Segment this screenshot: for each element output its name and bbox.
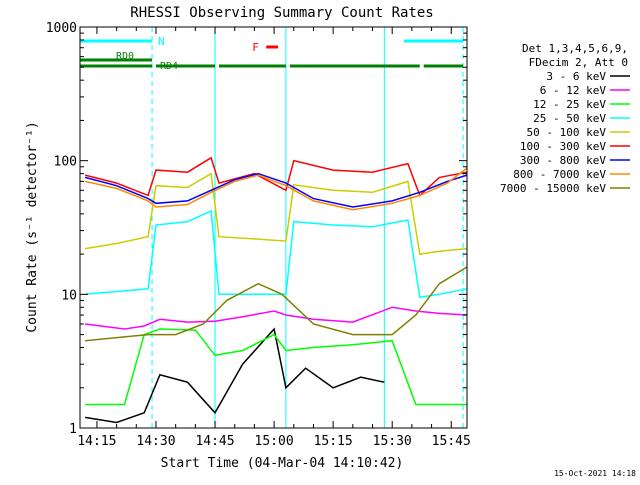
- y-tick-label: 100: [54, 155, 77, 170]
- y-tick-label: 10: [61, 288, 77, 303]
- y-tick-label: 1: [69, 422, 77, 437]
- chart-title: RHESSI Observing Summary Count Rates: [130, 5, 433, 21]
- footer-date: 15-Oct-2021 14:18: [554, 469, 636, 478]
- legend-entry-label: 6 - 12 keV: [540, 84, 607, 97]
- series-line: [85, 266, 468, 342]
- legend-entry-label: 25 - 50 keV: [533, 112, 606, 125]
- legend-entry-label: 12 - 25 keV: [533, 98, 606, 111]
- series-line: [84, 172, 468, 208]
- legend-entry-label: 50 - 100 keV: [527, 126, 607, 139]
- series-line: [84, 172, 468, 255]
- plot-frame: [79, 26, 468, 429]
- legend-entry-label: 300 - 800 keV: [520, 154, 606, 167]
- x-tick-label: 15:15: [314, 434, 353, 449]
- flare-flag-label: F: [252, 41, 259, 54]
- x-tick-label: 14:30: [136, 434, 175, 449]
- legend-header-line: FDecim 2, Att 0: [529, 56, 628, 69]
- x-tick-label: 15:45: [432, 434, 471, 449]
- y-axis-label: Count Rate (s⁻¹ detector⁻¹): [25, 121, 40, 332]
- rd0-flag-label: RD0: [116, 51, 134, 62]
- x-axis-label: Start Time (04-Mar-04 14:10:42): [161, 456, 404, 471]
- x-tick-label: 14:45: [195, 434, 234, 449]
- series-line: [84, 167, 468, 211]
- rd4-flag-label: RD4: [160, 61, 178, 72]
- series-layer: [84, 156, 468, 424]
- legend-entry-label: 800 - 7000 keV: [513, 168, 606, 181]
- flags-layer: N RD0 RD4 F: [80, 27, 464, 428]
- night-flag-label: N: [158, 35, 165, 48]
- legend-header-line: Det 1,3,4,5,6,9,: [522, 42, 628, 55]
- series-line: [85, 209, 468, 299]
- x-tick-label: 14:15: [77, 434, 116, 449]
- legend-entry-label: 7000 - 15000 keV: [500, 182, 606, 195]
- series-line: [85, 306, 468, 330]
- axes-layer: 14:15 14:30 14:45 15:00 15:15 15:30 15:45 1 10 10…: [46, 21, 471, 449]
- legend-entry-label: 100 - 300 keV: [520, 140, 606, 153]
- series-line: [85, 328, 467, 406]
- x-tick-label: 15:30: [373, 434, 412, 449]
- y-tick-label: 1000: [46, 21, 77, 36]
- series-line: [84, 156, 468, 197]
- x-tick-label: 15:00: [255, 434, 294, 449]
- series-line: [84, 327, 385, 424]
- legend-entry-label: 3 - 6 keV: [546, 70, 606, 83]
